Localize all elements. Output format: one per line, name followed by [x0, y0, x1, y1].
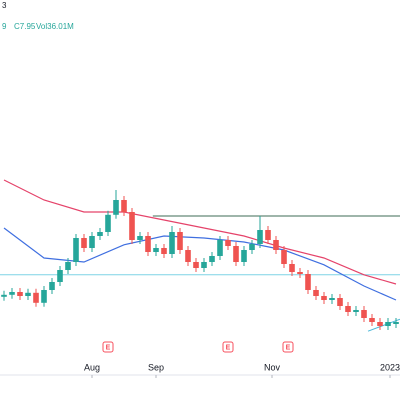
- candle-body: [377, 322, 383, 326]
- candle-body: [209, 256, 215, 262]
- candle-body: [225, 240, 231, 246]
- moving-average: [3, 227, 397, 301]
- x-tick-label: Sep: [148, 362, 164, 372]
- candle-body: [41, 290, 47, 303]
- x-tick-label: Nov: [264, 362, 281, 372]
- close-value: C7.95: [14, 22, 36, 31]
- earnings-badge: [222, 341, 234, 353]
- candle-body: [313, 290, 319, 296]
- candle-body: [281, 250, 287, 264]
- candle-body: [1, 294, 7, 297]
- candle-body: [9, 292, 15, 295]
- candle-body: [217, 240, 223, 256]
- candle-body: [273, 240, 279, 250]
- candle-body: [385, 322, 391, 326]
- candle-body: [305, 274, 311, 290]
- candle-body: [177, 232, 183, 250]
- candle-body: [25, 292, 31, 296]
- moving-average: [3, 179, 397, 285]
- candle-body: [337, 298, 343, 306]
- candle-body: [361, 310, 367, 318]
- candle-body: [393, 322, 399, 324]
- candle-body: [257, 230, 263, 244]
- candle-body: [193, 262, 199, 268]
- candle-body: [233, 246, 239, 262]
- trend-line: [367, 318, 400, 332]
- candle-body: [73, 238, 79, 262]
- candle-body: [129, 212, 135, 240]
- candle-body: [249, 244, 255, 250]
- earnings-badge: [282, 341, 294, 353]
- symbol: 3: [2, 1, 7, 10]
- candle-body: [353, 310, 359, 312]
- candle-body: [113, 200, 119, 215]
- candle-body: [289, 264, 295, 272]
- x-tick-label: 2023: [380, 362, 400, 372]
- earnings-badge: [102, 341, 114, 353]
- candle-body: [161, 248, 167, 254]
- candle-body: [17, 292, 23, 296]
- candle-body: [137, 236, 143, 240]
- candle-body: [33, 292, 39, 303]
- open-value: 9: [2, 22, 7, 31]
- candle-body: [329, 298, 335, 300]
- candle-body: [49, 282, 55, 290]
- candle-body: [81, 238, 87, 248]
- earnings-label: E: [106, 344, 111, 351]
- candle-body: [97, 232, 103, 236]
- candle-body: [65, 262, 71, 270]
- candle-body: [121, 200, 127, 212]
- candle-body: [145, 236, 151, 252]
- candle-body: [185, 250, 191, 262]
- candle-body: [57, 270, 63, 282]
- x-tick-label: Aug: [84, 362, 100, 372]
- candle-body: [201, 262, 207, 268]
- candle-body: [265, 230, 271, 240]
- volume-value: Vol36.01M: [36, 22, 74, 31]
- candle-body: [369, 318, 375, 322]
- earnings-label: E: [226, 344, 231, 351]
- earnings-label: E: [286, 344, 291, 351]
- candle-body: [241, 250, 247, 262]
- candle-body: [153, 248, 159, 252]
- candle-body: [105, 214, 111, 232]
- candle-body: [297, 272, 303, 274]
- candle-body: [321, 296, 327, 300]
- candle-body: [169, 232, 175, 254]
- candle-body: [89, 236, 95, 248]
- candle-body: [345, 306, 351, 312]
